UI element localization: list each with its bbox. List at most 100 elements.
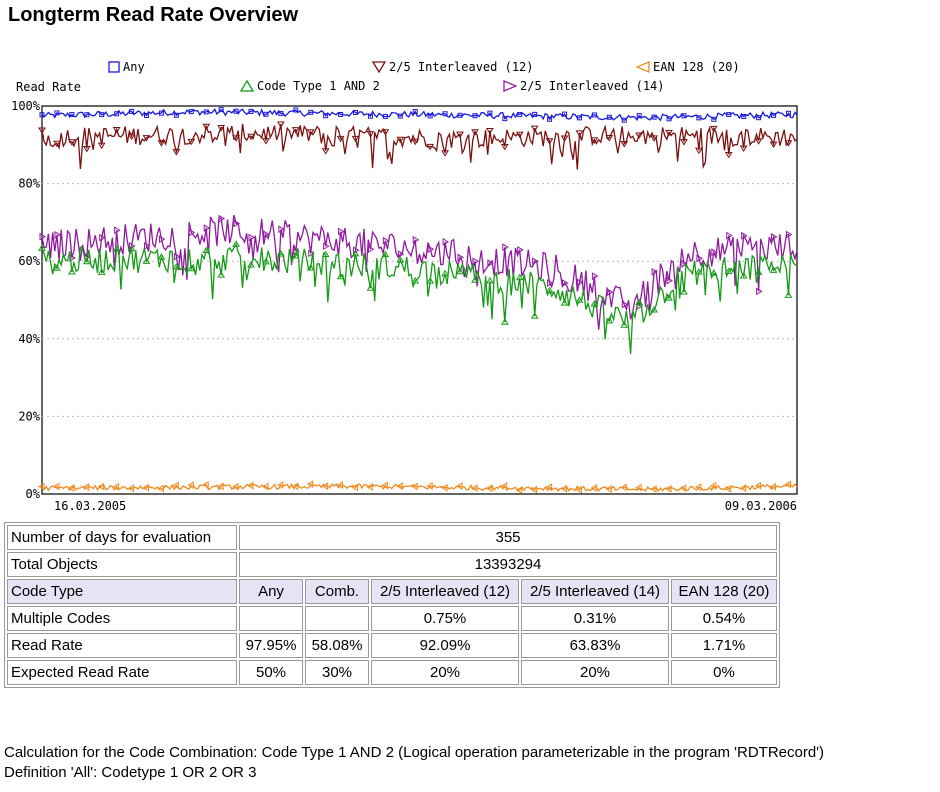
data-point <box>38 482 45 491</box>
data-point <box>99 112 105 118</box>
data-point <box>769 141 778 149</box>
data-point <box>53 264 61 271</box>
data-point <box>142 483 150 492</box>
legend-label: EAN 128 (20) <box>653 60 740 74</box>
data-point <box>457 112 463 118</box>
table-cell: 58.08% <box>305 633 369 658</box>
data-point <box>575 485 582 494</box>
data-point <box>323 242 330 251</box>
data-point <box>711 116 717 122</box>
data-point <box>232 135 240 142</box>
row-label: Read Rate <box>7 633 237 658</box>
data-point <box>247 260 255 268</box>
data-point <box>621 117 627 123</box>
data-point <box>442 111 448 117</box>
statistics-table: Number of days for evaluation 355 Total … <box>4 522 780 688</box>
data-point <box>500 482 508 490</box>
data-point <box>695 268 703 275</box>
data-point <box>112 483 120 491</box>
data-point <box>709 481 717 490</box>
data-point <box>144 113 150 119</box>
data-point <box>127 244 136 252</box>
data-point <box>338 111 344 117</box>
legend-label: 2/5 Interleaved (12) <box>389 60 534 74</box>
data-point <box>515 131 524 139</box>
data-point <box>308 249 315 258</box>
data-point <box>69 111 75 117</box>
y-tick-label: 40% <box>18 332 40 346</box>
data-point <box>576 278 584 287</box>
data-point <box>248 233 255 242</box>
series-line <box>41 242 798 355</box>
data-point <box>651 268 659 276</box>
data-point <box>426 482 433 490</box>
table-cell: 97.95% <box>239 633 303 658</box>
data-point <box>291 482 299 491</box>
data-point <box>187 138 196 146</box>
data-point <box>157 140 166 147</box>
table-cell: 0.54% <box>671 606 777 631</box>
data-point <box>472 113 478 119</box>
data-point <box>724 151 733 159</box>
data-point <box>591 112 597 118</box>
data-point <box>321 482 329 491</box>
data-point <box>144 242 151 250</box>
data-point <box>39 112 45 118</box>
row-label: Expected Read Rate <box>7 660 237 685</box>
data-point <box>515 486 523 494</box>
data-point <box>635 298 644 305</box>
table-row: Read Rate 97.95% 58.08% 92.09% 63.83% 1.… <box>7 633 777 658</box>
data-point <box>502 116 508 122</box>
table-row: Multiple Codes 0.75% 0.31% 0.54% <box>7 606 777 631</box>
data-point <box>754 268 763 275</box>
data-point <box>650 135 658 142</box>
data-point <box>353 110 359 116</box>
data-point <box>52 482 60 491</box>
data-point <box>54 230 61 239</box>
data-point <box>396 256 405 263</box>
data-point <box>306 263 315 271</box>
data-point <box>517 112 523 118</box>
data-point <box>411 482 418 491</box>
data-point <box>680 139 688 146</box>
data-point <box>441 483 448 492</box>
series-line <box>41 214 798 330</box>
data-point <box>67 139 76 146</box>
data-point <box>217 124 226 132</box>
table-cell: 20% <box>521 660 669 685</box>
data-point <box>785 110 791 116</box>
data-point <box>188 109 194 115</box>
data-point <box>696 254 703 263</box>
data-point <box>530 485 538 494</box>
data-point <box>545 286 554 294</box>
data-point <box>202 123 211 131</box>
data-point <box>726 112 732 118</box>
data-point <box>471 276 479 283</box>
data-point <box>456 482 463 490</box>
data-point <box>232 482 239 491</box>
data-point <box>129 242 136 250</box>
data-point <box>351 249 360 257</box>
data-point <box>485 276 494 284</box>
data-point <box>396 136 405 144</box>
data-point <box>485 127 494 135</box>
data-point <box>291 127 300 134</box>
triangle-right-marker-icon <box>503 80 518 92</box>
data-point <box>187 264 196 272</box>
data-point <box>441 269 449 277</box>
data-point <box>323 113 329 119</box>
data-point <box>545 483 553 492</box>
data-point <box>605 316 614 324</box>
table-cell: 0.75% <box>371 606 519 631</box>
data-point <box>620 483 627 492</box>
data-point <box>202 246 211 254</box>
data-point <box>157 253 166 260</box>
table-cell <box>239 606 303 631</box>
data-point <box>127 484 135 493</box>
data-point <box>739 484 747 492</box>
data-point <box>532 257 539 266</box>
data-point <box>471 129 479 136</box>
table-cell: 30% <box>305 660 369 685</box>
row-label: Total Objects <box>7 552 237 577</box>
data-point <box>427 113 433 119</box>
